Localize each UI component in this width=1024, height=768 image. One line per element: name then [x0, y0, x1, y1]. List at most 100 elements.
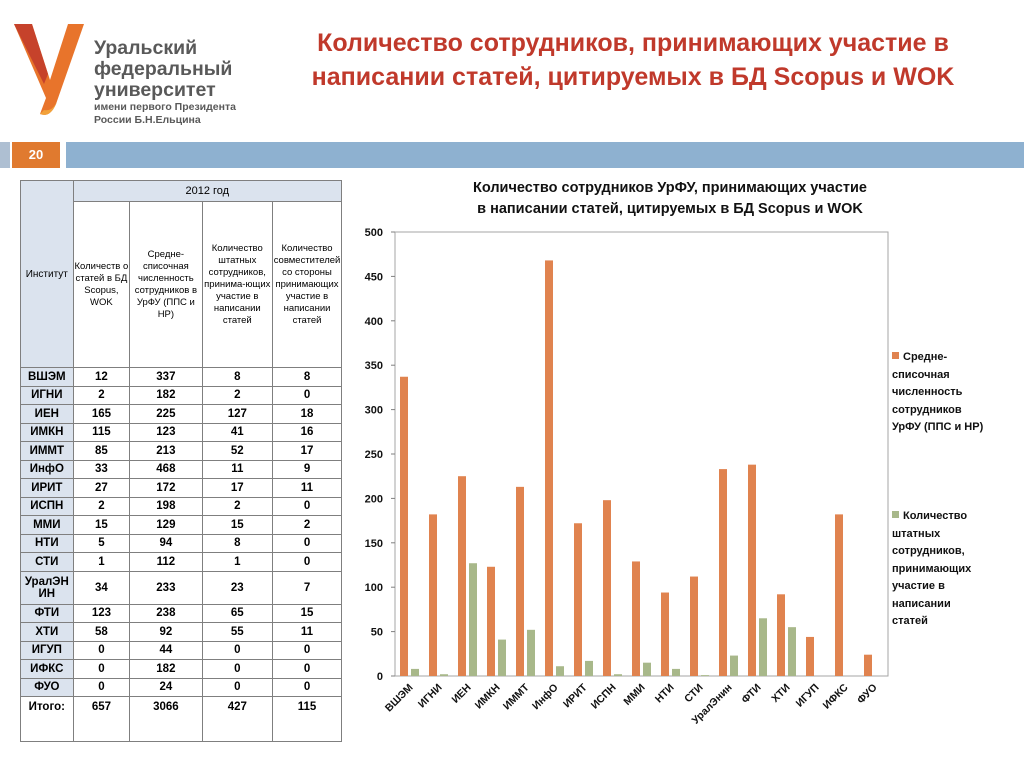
legend-swatch [892, 352, 899, 359]
table-cell-staff: 55 [201, 622, 274, 642]
y-tick-label: 150 [365, 538, 383, 550]
bar-staff [643, 662, 651, 676]
bar-headcount [748, 464, 756, 676]
x-tick-label: ИРИТ [561, 681, 590, 710]
plot-area [394, 231, 889, 677]
legend-label-line: списочная [892, 368, 950, 381]
table-cell-articles: 12 [72, 367, 131, 387]
x-tick-label: НТИ [653, 682, 677, 706]
y-tick-label: 400 [365, 316, 383, 328]
bar-headcount [458, 476, 466, 676]
y-tick-label: 100 [365, 582, 383, 594]
bar-staff [411, 668, 419, 676]
header-strip: 20 [0, 142, 1024, 168]
urfu-logo: Уральский федеральный университет имени … [10, 18, 240, 126]
chart-title: Количество сотрудников УрФУ, принимающих… [400, 178, 940, 220]
legend-item-staff: Количество штатных сотрудников, принимающих… [892, 508, 1012, 631]
x-tick-label: ИнфО [530, 682, 561, 713]
total-cell-external: 115 [272, 696, 342, 742]
table-row-total: Итого: 657 3066 427 115 [20, 696, 342, 742]
x-tick-label: ММИ [621, 682, 647, 708]
table-cell-inst: ИРИТ [20, 478, 74, 498]
header-staff: Количество штатных сотрудников, принима-… [201, 201, 274, 368]
header-year: 2012 год [72, 180, 343, 202]
logo-emblem-icon [14, 24, 84, 115]
table-cell-inst: НТИ [20, 533, 74, 553]
legend-label-line: численность [892, 386, 963, 398]
bar-staff [469, 563, 477, 676]
bar-staff [672, 668, 680, 676]
chart-title-line-1: Количество сотрудников УрФУ, принимающих… [472, 180, 867, 196]
table-cell-headcount: 337 [129, 367, 203, 387]
bar-staff [556, 666, 564, 676]
table-cell-external: 11 [272, 622, 342, 642]
legend-item-headcount: Средне-списочная численность сотрудников Ур… [892, 349, 1012, 437]
table-row: ИГНИ 2 182 2 0 [20, 385, 342, 405]
bar-headcount [603, 500, 611, 676]
legend-label-line: штатных [892, 527, 941, 540]
x-tick-label: ФУО [855, 682, 880, 707]
y-tick-label: 200 [365, 493, 383, 505]
bar-headcount [545, 260, 553, 676]
table-row: НТИ 5 94 8 0 [20, 533, 342, 553]
data-table: Институт 2012 год Количеств о статей в Б… [20, 180, 343, 742]
table-cell-inst: ИФКС [20, 659, 74, 679]
x-tick-label: ФТИ [739, 682, 763, 706]
bar-staff [788, 627, 796, 676]
slide-title: Количество сотрудников, принимающих учас… [258, 26, 1008, 94]
legend-label-line: участие в [892, 580, 945, 592]
x-tick-label: ИММТ [501, 681, 532, 712]
chart-title-line-2: в написании статей, цитируемых в БД Scop… [477, 201, 863, 217]
legend-label-line: сотрудников [892, 403, 962, 416]
bar-staff [585, 660, 593, 676]
bar-staff [498, 639, 506, 676]
x-tick-label: ИГУП [794, 682, 822, 710]
x-tick-label: СТИ [682, 682, 706, 706]
bar-staff [730, 655, 738, 676]
table-cell-inst: ИнфО [20, 459, 74, 479]
header-institute: Институт [20, 180, 74, 368]
legend-label-line: Количество [903, 510, 968, 522]
legend-label-line: принимающих [892, 562, 972, 575]
x-tick-label: ИМКН [473, 682, 503, 712]
table-cell-articles: 34 [72, 570, 131, 605]
bar-headcount [835, 514, 843, 676]
table-cell-inst: ИММТ [20, 441, 74, 461]
logo-line-3: университет [94, 79, 216, 101]
legend-label-line: сотрудников, [892, 545, 965, 557]
table-cell-headcount: 468 [129, 459, 203, 479]
x-tick-label: ИФКС [821, 681, 851, 711]
slide-number: 20 [12, 142, 60, 168]
table-cell-articles: 165 [72, 404, 131, 424]
x-tick-label: ИГНИ [416, 682, 445, 711]
x-tick-label: ВШЭМ [383, 681, 416, 714]
y-tick-label: 350 [365, 360, 383, 372]
table-cell-headcount: 233 [129, 570, 203, 605]
table-cell-articles: 115 [72, 422, 131, 442]
slide-title-line-2: написании статей, цитируемых в БД Scopus… [311, 63, 955, 91]
table-cell-inst: ХТИ [20, 622, 74, 642]
legend-label-line: написании [892, 597, 951, 610]
bar-headcount [429, 514, 437, 676]
bar-staff [440, 674, 448, 676]
table-cell-staff: 23 [201, 570, 274, 605]
logo-sub-2: России Б.Н.Ельцина [94, 114, 201, 126]
logo-text: Уральский федеральный университет имени … [94, 38, 236, 127]
total-cell-staff: 427 [201, 696, 274, 742]
table-cell-external: 11 [272, 478, 342, 498]
legend-label-line: статей [892, 615, 928, 627]
table-cell-articles: 123 [72, 603, 131, 623]
bar-headcount [661, 592, 669, 676]
logo-line-2: федеральный [94, 58, 233, 80]
table-row: ХТИ 58 92 55 11 [20, 622, 342, 642]
bar-headcount [516, 486, 524, 676]
bar-staff [759, 618, 767, 676]
table-cell-inst: ВШЭМ [20, 367, 74, 387]
bar-headcount [487, 566, 495, 676]
bar-headcount [400, 376, 408, 676]
table-row: УралЭНИН 34 233 23 7 [20, 570, 342, 605]
table-cell-headcount: 172 [129, 478, 203, 498]
y-tick-label: 250 [365, 449, 383, 461]
y-tick-label: 500 [365, 227, 383, 239]
